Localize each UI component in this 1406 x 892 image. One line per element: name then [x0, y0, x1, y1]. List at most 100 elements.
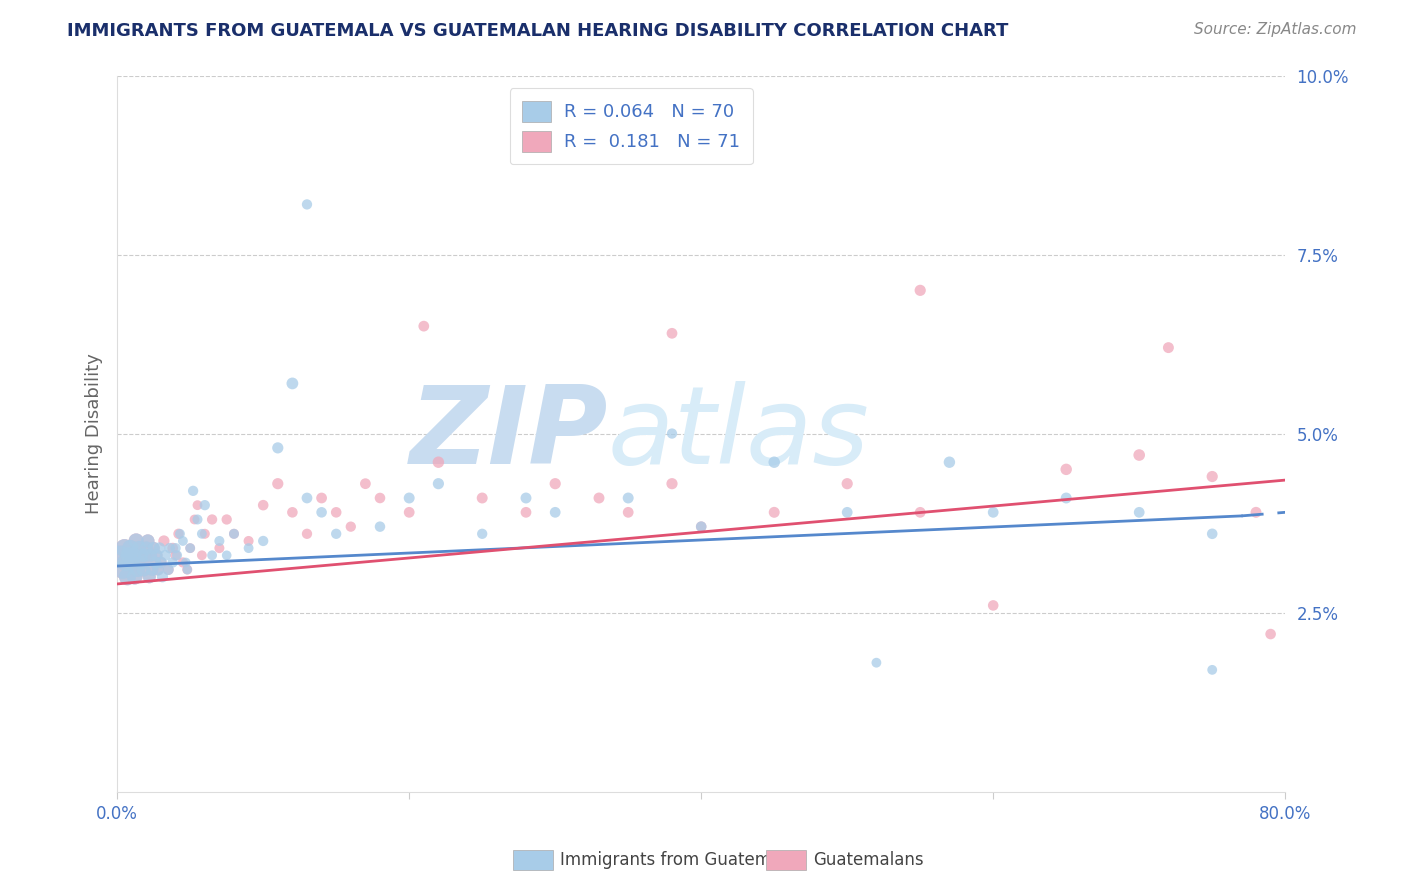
Point: [117, 570, 139, 584]
Point: [150, 556, 173, 570]
Point: [295, 197, 318, 211]
Point: [162, 541, 184, 555]
Point: [141, 563, 163, 577]
Text: Immigrants from Guatemala: Immigrants from Guatemala: [560, 851, 796, 869]
Point: [661, 326, 683, 341]
Point: [267, 441, 290, 455]
Point: [471, 491, 494, 505]
Point: [172, 556, 194, 570]
Point: [179, 541, 201, 555]
Point: [131, 556, 153, 570]
Point: [194, 526, 217, 541]
Point: [295, 491, 318, 505]
Point: [146, 563, 169, 577]
Point: [515, 505, 537, 519]
Point: [1201, 469, 1223, 483]
Point: [865, 656, 887, 670]
Point: [134, 549, 156, 563]
Point: [837, 505, 859, 519]
Point: [141, 563, 163, 577]
Point: [252, 498, 274, 512]
Point: [139, 549, 162, 563]
Point: [166, 549, 188, 563]
Point: [1244, 505, 1267, 519]
Point: [121, 556, 143, 570]
Point: [186, 498, 208, 512]
Point: [174, 556, 197, 570]
Point: [120, 541, 142, 555]
Point: [201, 549, 224, 563]
Point: [398, 505, 420, 519]
Y-axis label: Hearing Disability: Hearing Disability: [86, 353, 103, 514]
Point: [118, 549, 141, 563]
Point: [1128, 448, 1150, 462]
Point: [155, 549, 177, 563]
Point: [267, 476, 290, 491]
Point: [908, 283, 931, 297]
Point: [112, 563, 135, 577]
Point: [169, 526, 191, 541]
Point: [118, 549, 141, 563]
Point: [157, 563, 180, 577]
Point: [981, 599, 1004, 613]
Point: [515, 491, 537, 505]
Point: [159, 541, 181, 555]
Point: [143, 556, 166, 570]
Point: [181, 483, 204, 498]
Point: [368, 519, 391, 533]
Point: [1054, 462, 1077, 476]
Point: [145, 549, 167, 563]
Point: [938, 455, 960, 469]
Point: [148, 541, 170, 555]
Point: [142, 541, 165, 555]
Point: [191, 526, 214, 541]
Point: [135, 541, 157, 555]
Point: [238, 533, 260, 548]
Point: [222, 526, 245, 541]
Legend: R = 0.064   N = 70, R =  0.181   N = 71: R = 0.064 N = 70, R = 0.181 N = 71: [510, 88, 752, 164]
Point: [215, 549, 238, 563]
Point: [339, 519, 361, 533]
Point: [134, 549, 156, 563]
Point: [354, 476, 377, 491]
Point: [398, 491, 420, 505]
Point: [162, 556, 184, 570]
Point: [981, 505, 1004, 519]
Point: [117, 570, 139, 584]
Point: [124, 570, 146, 584]
Point: [544, 476, 567, 491]
Point: [167, 526, 190, 541]
Point: [127, 563, 149, 577]
Point: [325, 505, 347, 519]
Point: [661, 426, 683, 441]
Point: [136, 533, 159, 548]
Point: [176, 563, 198, 577]
Point: [837, 476, 859, 491]
Point: [129, 549, 152, 563]
Point: [125, 533, 148, 548]
Point: [115, 556, 138, 570]
Point: [108, 549, 131, 563]
Point: [471, 526, 494, 541]
Text: IMMIGRANTS FROM GUATEMALA VS GUATEMALAN HEARING DISABILITY CORRELATION CHART: IMMIGRANTS FROM GUATEMALA VS GUATEMALAN …: [67, 22, 1010, 40]
Point: [172, 533, 194, 548]
Point: [1201, 663, 1223, 677]
Point: [311, 505, 333, 519]
Point: [1128, 505, 1150, 519]
Point: [194, 498, 217, 512]
Point: [295, 526, 318, 541]
Point: [165, 549, 187, 563]
Point: [108, 549, 131, 563]
Point: [1157, 341, 1180, 355]
Point: [427, 476, 450, 491]
Point: [908, 505, 931, 519]
Point: [124, 570, 146, 584]
Point: [120, 541, 142, 555]
Point: [165, 541, 187, 555]
Point: [690, 519, 713, 533]
Text: atlas: atlas: [607, 381, 870, 486]
Point: [135, 541, 157, 555]
Point: [114, 541, 136, 555]
Point: [617, 505, 640, 519]
Point: [132, 563, 155, 577]
